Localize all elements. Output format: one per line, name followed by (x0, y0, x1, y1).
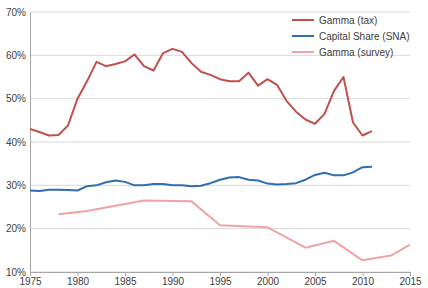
grid-line (30, 228, 410, 229)
legend-label: Gamma (survey) (319, 47, 393, 58)
x-tick-label: 1980 (67, 276, 90, 287)
legend-label: Gamma (tax) (319, 15, 377, 26)
x-tick-label: 2015 (399, 276, 422, 287)
series-line (30, 49, 372, 136)
x-tick: 1975 (19, 272, 42, 287)
y-tick-label: 30% (6, 180, 26, 191)
y-tick-label: 60% (6, 50, 26, 61)
x-tick: 1995 (209, 272, 232, 287)
y-tick: 50% (6, 93, 30, 104)
y-axis: 10%20%30%40%50%60%70% (6, 7, 31, 278)
grid-line (30, 98, 410, 99)
y-tick: 70% (6, 7, 30, 18)
y-tick-label: 70% (6, 7, 26, 18)
x-tick-label: 1985 (114, 276, 137, 287)
x-tick: 2005 (304, 272, 327, 287)
y-tick-label: 50% (6, 93, 26, 104)
legend-swatch (292, 51, 314, 53)
series-line (59, 201, 411, 261)
grid-line (30, 12, 410, 13)
y-tick: 20% (6, 223, 30, 234)
grid (30, 12, 410, 272)
x-tick: 1985 (114, 272, 137, 287)
x-tick: 2015 (399, 272, 422, 287)
x-tick-label: 1995 (209, 276, 232, 287)
y-tick: 60% (6, 50, 30, 61)
legend-label: Capital Share (SNA) (319, 31, 410, 42)
x-tick-label: 1975 (19, 276, 42, 287)
x-tick-label: 2000 (257, 276, 280, 287)
y-tick: 40% (6, 137, 30, 148)
x-axis: 1975 1980 1985 1990 1995 2000 2005 2010 2015 (19, 272, 422, 287)
plot: 10%20%30%40%50%60%70%1975198019851990199… (6, 7, 422, 287)
legend-swatch (292, 19, 314, 21)
x-tick: 2000 (257, 272, 280, 287)
legend-swatch (292, 35, 314, 37)
grid-line (30, 142, 410, 143)
lines (30, 49, 410, 260)
x-tick: 1990 (162, 272, 185, 287)
y-tick: 30% (6, 180, 30, 191)
x-tick-label: 1990 (162, 276, 185, 287)
y-tick-label: 20% (6, 223, 26, 234)
series-line (30, 167, 372, 191)
x-tick: 2010 (352, 272, 375, 287)
y-axis-line (30, 13, 31, 273)
y-tick-label: 40% (6, 137, 26, 148)
legend: Gamma (tax) Capital Share (SNA) Gamma (sur… (292, 15, 410, 58)
x-tick-label: 2005 (304, 276, 327, 287)
x-tick-label: 2010 (352, 276, 375, 287)
chart: 10%20%30%40%50%60%70%1975198019851990199… (0, 0, 428, 288)
x-tick: 1980 (67, 272, 90, 287)
